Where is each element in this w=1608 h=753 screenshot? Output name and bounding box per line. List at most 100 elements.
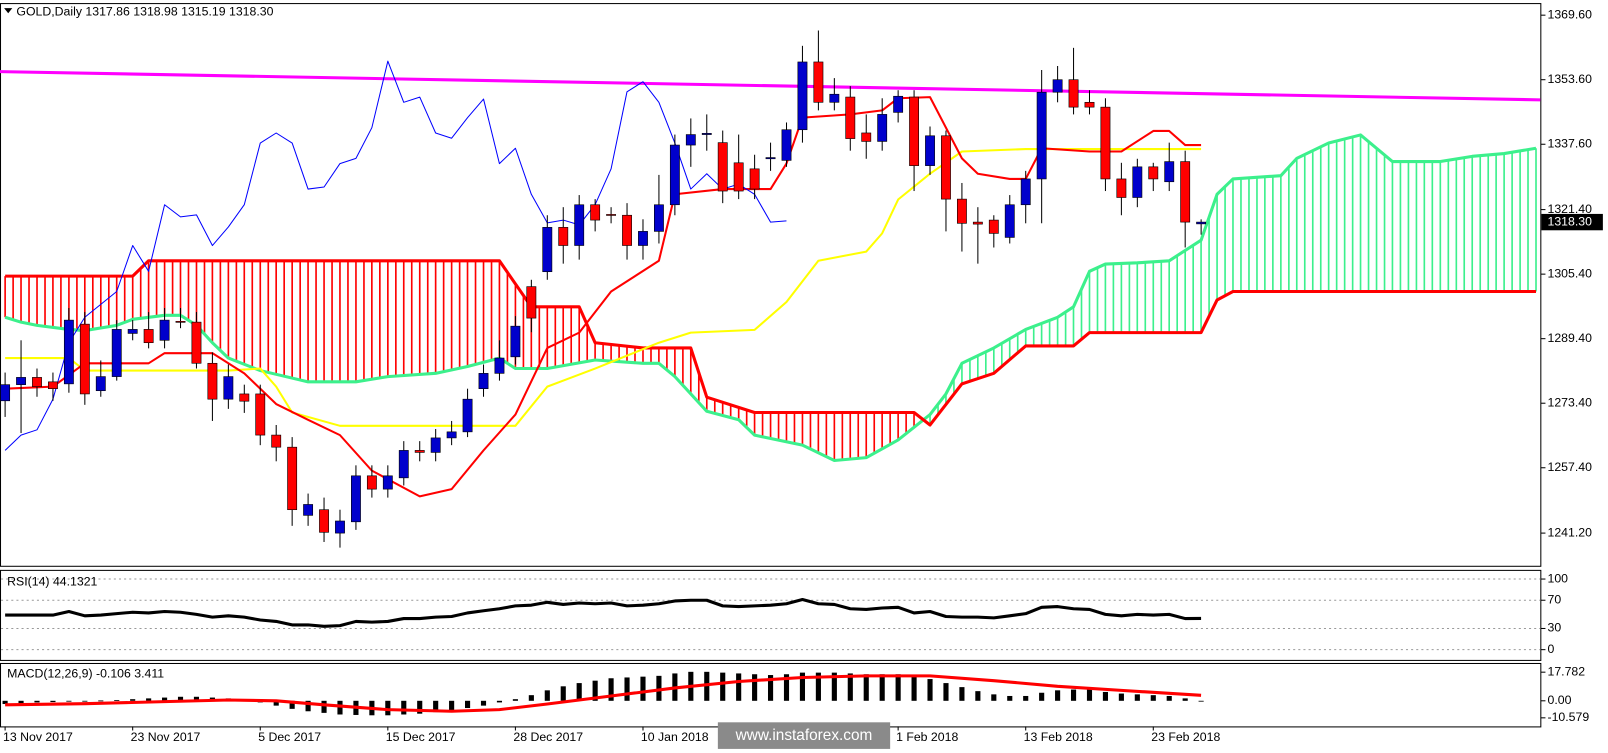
macd-bar xyxy=(975,691,981,701)
candle-body xyxy=(526,286,537,319)
candle-body xyxy=(941,135,951,200)
candle-body xyxy=(845,96,856,139)
candle-body xyxy=(1100,106,1111,180)
candle-body xyxy=(877,114,888,142)
macd-bar xyxy=(1150,695,1156,701)
candle-body xyxy=(1180,161,1191,223)
candle-body xyxy=(16,377,26,385)
candle-body xyxy=(956,198,967,224)
y-tick-label: 100 xyxy=(1547,571,1568,585)
macd-bar xyxy=(321,700,327,713)
candle-body xyxy=(909,96,920,166)
x-tick-label: 15 Dec 2017 xyxy=(386,730,456,744)
macd-bar xyxy=(162,697,168,701)
candle-body xyxy=(558,227,569,246)
macd-bar xyxy=(82,700,88,702)
indicator-line xyxy=(4,60,787,451)
cloud-span-b xyxy=(5,259,1537,427)
macd-bar xyxy=(911,676,917,701)
chart-title: GOLD,Daily 1317.86 1318.98 1315.19 1318.… xyxy=(16,5,273,19)
macd-bar xyxy=(177,696,184,701)
menu-triangle xyxy=(4,8,13,14)
macd-bar xyxy=(608,678,614,701)
macd-bar xyxy=(1055,690,1061,701)
macd-bar xyxy=(640,676,646,701)
macd-bar xyxy=(480,700,487,706)
x-tick-label: 5 Dec 2017 xyxy=(258,730,321,744)
macd-bar xyxy=(831,672,837,701)
candle-body xyxy=(669,144,680,206)
macd-bar xyxy=(146,698,152,701)
macd-bar xyxy=(927,679,933,701)
macd-bar xyxy=(337,700,343,715)
macd-bar xyxy=(959,687,965,701)
rsi-title: RSI(14) 44.1321 xyxy=(7,574,97,588)
macd-bar xyxy=(847,673,853,701)
macd-bar xyxy=(767,675,774,701)
last-price-box xyxy=(1541,213,1603,231)
candle-body xyxy=(893,95,904,113)
x-tick-label: 28 Dec 2017 xyxy=(513,730,583,744)
macd-bar xyxy=(943,683,949,701)
x-tick-label: 23 Nov 2017 xyxy=(131,730,201,744)
y-tick-label: 0 xyxy=(1547,642,1554,656)
candle-body xyxy=(446,431,457,439)
macd-bar xyxy=(656,675,662,701)
y-tick-label: 0.00 xyxy=(1547,693,1571,707)
candle-body xyxy=(542,227,553,273)
y-tick-label: 1241.20 xyxy=(1547,525,1592,539)
candle-body xyxy=(0,384,11,402)
last-price-label: 1318.30 xyxy=(1547,214,1592,228)
macd-bar xyxy=(1118,693,1124,701)
x-tick-label: 23 Feb 2018 xyxy=(1151,730,1220,744)
candle-body xyxy=(494,357,505,374)
candle-body xyxy=(1132,166,1143,198)
y-tick-label: 70 xyxy=(1547,592,1561,606)
candle-body xyxy=(303,504,314,516)
candle-body xyxy=(1116,178,1127,198)
macd-bar xyxy=(895,674,901,701)
y-tick-label: 1369.60 xyxy=(1547,7,1592,21)
macd-bar xyxy=(783,674,790,701)
macd-bar xyxy=(624,677,630,701)
candle-body xyxy=(1148,166,1159,180)
y-tick-label: 1257.40 xyxy=(1547,460,1592,474)
candle-body xyxy=(510,325,521,358)
candle-body xyxy=(191,321,202,364)
macd-signal xyxy=(5,674,1202,713)
watermark: www.instaforex.com xyxy=(735,727,873,744)
rsi-panel xyxy=(0,569,1542,661)
macd-bar xyxy=(273,700,279,706)
macd-bar xyxy=(879,674,885,701)
candle-body xyxy=(239,393,250,402)
candle-body xyxy=(111,329,122,377)
candle-body xyxy=(351,475,361,523)
candle-body xyxy=(1004,204,1015,238)
candle-body xyxy=(606,214,617,216)
candle-body xyxy=(638,231,648,246)
candle-body xyxy=(382,475,393,490)
cloud-hatch xyxy=(929,134,1537,425)
candle-body xyxy=(159,319,170,341)
macd-bar xyxy=(130,699,136,701)
candle-body xyxy=(175,321,186,323)
macd-bar xyxy=(433,700,439,713)
x-tick-label: 10 Jan 2018 xyxy=(641,730,709,744)
x-tick-label: 1 Feb 2018 xyxy=(896,730,958,744)
candle-body xyxy=(1084,101,1095,108)
y-tick-label: -10.579 xyxy=(1547,710,1589,724)
y-tick-label: 1337.60 xyxy=(1547,137,1592,151)
candle-body xyxy=(414,450,425,453)
candle-body xyxy=(430,437,441,453)
candle-body xyxy=(717,142,728,192)
candle-body xyxy=(861,132,872,142)
macd-bar xyxy=(991,694,997,701)
macd-bar xyxy=(385,700,391,716)
x-tick-label: 13 Nov 2017 xyxy=(3,730,73,744)
candle-body xyxy=(79,323,90,395)
candle-body xyxy=(1036,91,1047,180)
macd-bar xyxy=(1039,692,1045,701)
candle-body xyxy=(622,214,632,246)
y-tick-label: 1321.40 xyxy=(1547,202,1592,216)
candle-body xyxy=(95,376,106,392)
